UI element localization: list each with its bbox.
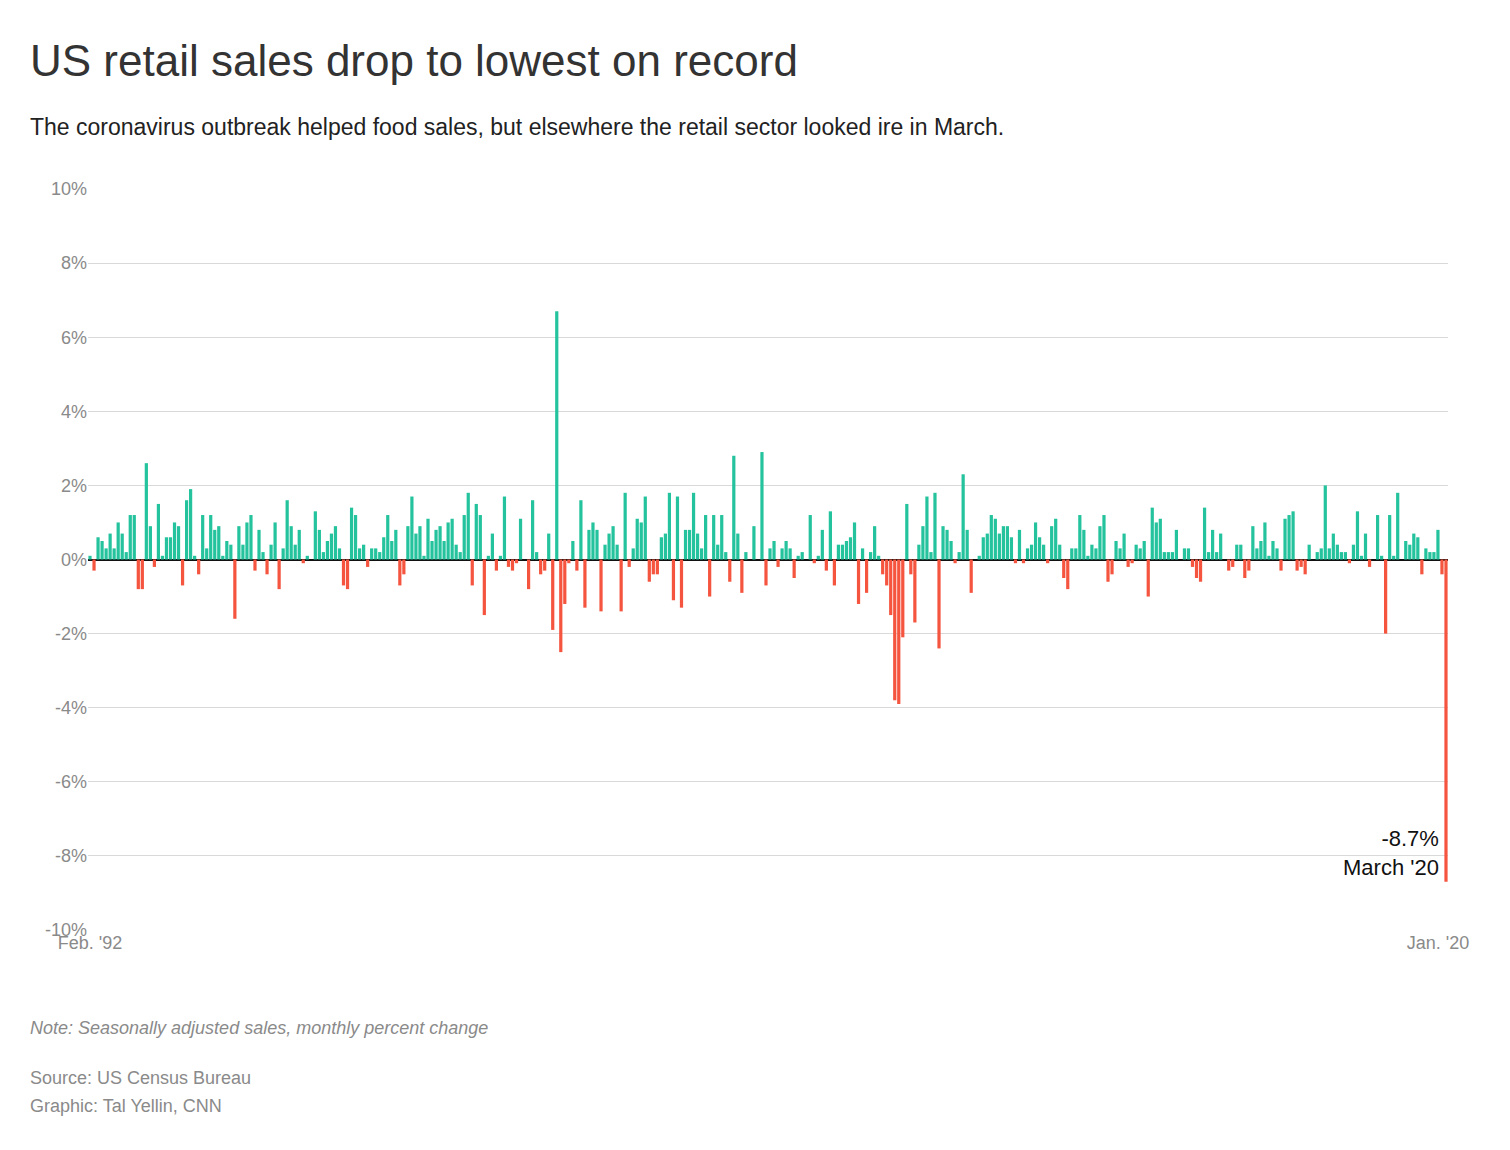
svg-text:-8%: -8% (55, 846, 87, 866)
svg-text:-2%: -2% (55, 624, 87, 644)
svg-text:2%: 2% (61, 476, 87, 496)
html-text:Source: US Census Bureau: Source: US Census Bureau (30, 1068, 252, 1088)
svg-text:10%: 10% (51, 179, 87, 199)
svg-text:-8.7%March '20: -8.7%March '20 (1343, 826, 1439, 880)
svg-text:Feb. '92: Feb. '92 (58, 933, 122, 953)
svg-text:-6%: -6% (55, 772, 87, 792)
html-text:The coronavirus outbreak helpe: The coronavirus outbreak helped food sal… (30, 114, 1005, 140)
html-text:Note: Seasonally adjusted sale: Note: Seasonally adjusted sales, monthly… (30, 1018, 489, 1038)
svg-text:4%: 4% (61, 402, 87, 422)
html-text:Graphic: Tal Yellin, CNN: Graphic: Tal Yellin, CNN (30, 1096, 222, 1116)
svg-text:8%: 8% (61, 253, 87, 273)
html-text:US retail sales drop to lowest: US retail sales drop to lowest on record (30, 36, 798, 85)
svg-text:Jan. '20: Jan. '20 (1407, 933, 1469, 953)
svg-text:-10%: -10% (45, 920, 87, 940)
svg-text:-4%: -4% (55, 698, 87, 718)
svg-text:0%: 0% (61, 550, 87, 570)
svg-text:6%: 6% (61, 328, 87, 348)
